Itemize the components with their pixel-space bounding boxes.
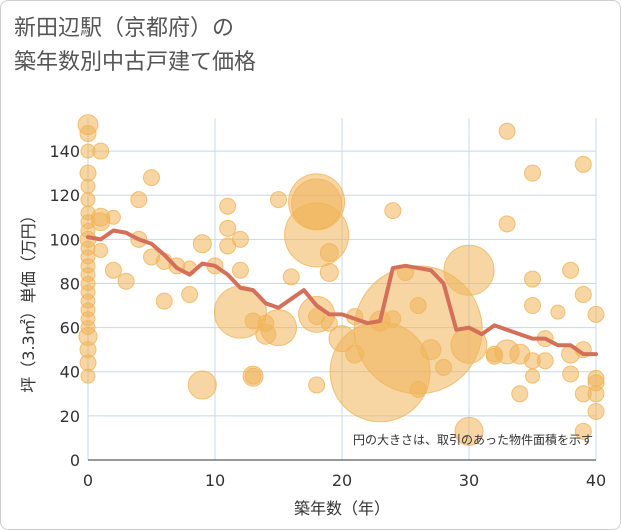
bubble-point: [231, 230, 249, 248]
y-tick-label: 40: [60, 363, 80, 382]
bubble-point: [319, 262, 339, 282]
bubble-point: [105, 209, 121, 225]
bubble-point: [231, 261, 249, 279]
bubble-point: [92, 142, 110, 160]
y-tick-label: 140: [49, 142, 80, 161]
bubble-point: [270, 191, 287, 209]
bubble-point: [104, 261, 122, 279]
y-tick-label: 0: [70, 451, 80, 470]
bubble-point: [308, 376, 326, 394]
bubble-point: [409, 297, 427, 315]
average-line-series: [86, 228, 598, 357]
bubble-point: [155, 292, 173, 310]
bubble-point: [454, 416, 484, 446]
bubble-point: [219, 197, 237, 215]
chart-title-line2: 築年数別中古戸建て価格: [14, 50, 257, 75]
axes: 0 10 20 30 40 0 20 40 60 80 100 120 140: [49, 142, 606, 490]
bubble-point: [130, 191, 148, 209]
bubble-point: [550, 304, 566, 320]
x-axis-label: 築年数（年）: [294, 499, 390, 518]
y-tick-label: 60: [60, 319, 80, 338]
bubble-size-note: 円の大きさは、取引のあった物件面積を示す: [353, 432, 593, 447]
bubble-point: [260, 309, 297, 347]
bubble-point: [282, 268, 300, 286]
bubble-point: [574, 286, 592, 304]
bubble-point: [80, 192, 96, 208]
bubble-point: [524, 270, 541, 288]
bubble-point: [498, 122, 516, 140]
bubble-point: [574, 422, 592, 440]
bubble-point: [80, 178, 96, 194]
y-tick-label: 100: [49, 230, 80, 249]
bubble-point: [562, 261, 580, 279]
bubble-point: [524, 297, 541, 315]
bubble-point: [443, 244, 495, 296]
bubble-point: [435, 358, 453, 376]
bubble-point: [511, 385, 529, 403]
bubble-point: [79, 124, 97, 142]
bubble-point: [525, 368, 540, 384]
bubble-point: [192, 234, 212, 254]
bubble-point: [284, 202, 350, 268]
bubble-point: [587, 402, 605, 420]
grid-lines: [87, 118, 597, 461]
bubble-point: [409, 380, 427, 398]
bubble-point: [319, 243, 339, 263]
bubble-point: [587, 305, 605, 323]
y-axis-label: 坪（3.3㎡）単価（万円）: [19, 207, 38, 392]
bubble-point: [420, 339, 442, 361]
x-tick-label: 20: [332, 471, 352, 490]
bubble-point: [574, 155, 592, 173]
bubble-point: [498, 215, 516, 233]
bubble-point: [143, 169, 160, 187]
x-tick-label: 10: [205, 471, 225, 490]
bubble-point: [562, 365, 580, 383]
bubble-point: [524, 164, 541, 182]
chart-title-line1: 新田辺駅（京都府）の: [14, 16, 235, 41]
y-tick-label: 80: [60, 274, 80, 293]
average-price-line: [86, 228, 598, 357]
bubble-point: [80, 368, 96, 384]
bubble-point: [79, 164, 97, 182]
bubble-point: [219, 219, 237, 237]
x-tick-label: 40: [586, 471, 606, 490]
bubble-point: [117, 272, 135, 290]
bubble-point: [79, 354, 97, 372]
bubble-series: [77, 114, 605, 446]
chart-title: 新田辺駅（京都府）の 築年数別中古戸建て価格: [14, 12, 256, 80]
y-tick-label: 20: [60, 407, 80, 426]
x-tick-label: 0: [83, 471, 93, 490]
bubble-point: [93, 242, 109, 258]
bubble-point: [384, 202, 402, 220]
bubble-point: [244, 367, 262, 385]
bubble-point: [181, 286, 199, 304]
x-tick-label: 30: [459, 471, 479, 490]
y-tick-label: 120: [49, 186, 80, 205]
bubble-point: [536, 352, 554, 370]
bubble-point: [587, 385, 605, 403]
bubble-point: [187, 370, 217, 400]
